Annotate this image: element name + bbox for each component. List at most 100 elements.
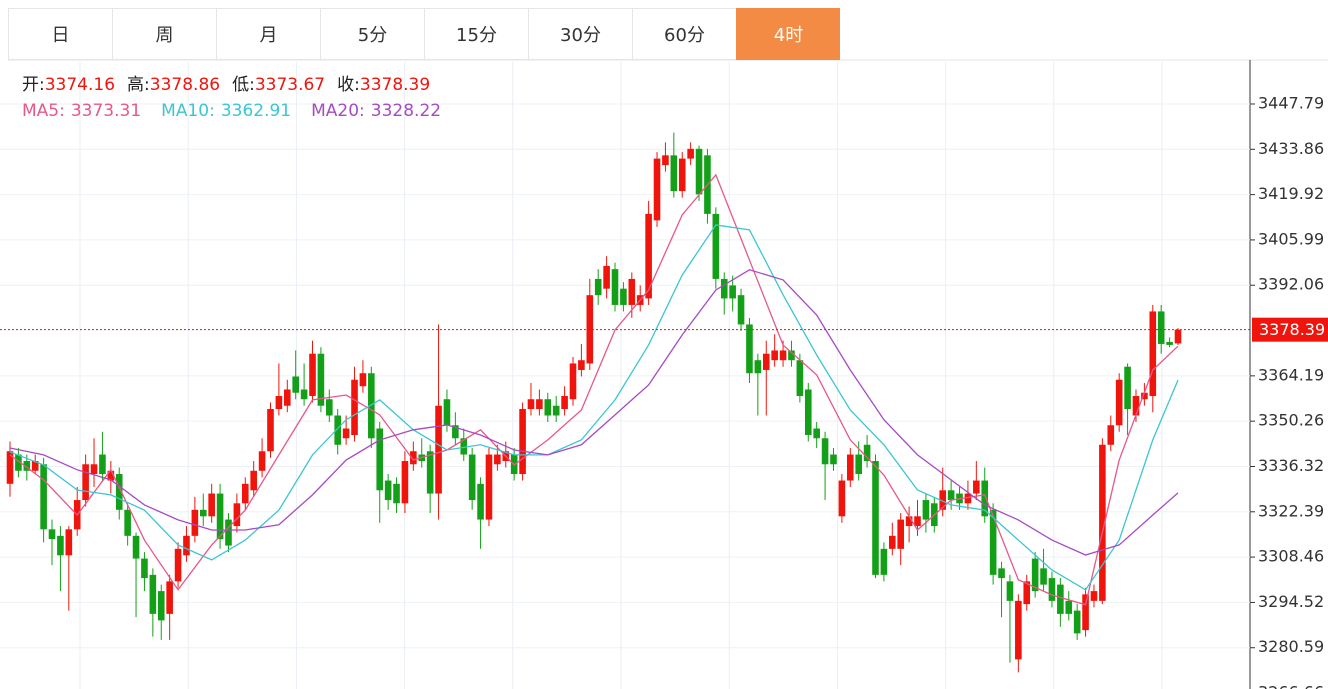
candle-body [334, 415, 342, 445]
ohlc-label: 高: [127, 75, 150, 95]
candle-body [1099, 444, 1106, 601]
period-tab[interactable]: 日 [8, 8, 112, 60]
period-tab[interactable]: 4时 [736, 8, 840, 60]
legend-name: MA10: [161, 101, 215, 121]
candle-body [678, 158, 686, 192]
period-tab[interactable]: 周 [112, 8, 216, 60]
candle-body [620, 288, 627, 305]
last-price-tag [1252, 317, 1328, 342]
candle-body [174, 548, 182, 582]
candle-body [569, 363, 577, 400]
ma-row: MA5: 3373.31 MA10: 3362.91 MA20: 3328.22 [22, 98, 461, 124]
candle-body [788, 350, 795, 361]
candle-body [283, 389, 291, 406]
candle-body [90, 464, 98, 475]
candle-body [149, 574, 157, 614]
candle-body [443, 399, 451, 426]
candle-body [225, 519, 232, 546]
ohlc-label: 收: [337, 75, 360, 95]
candle-body [426, 451, 434, 494]
candle-body [855, 454, 862, 475]
candle-body [65, 529, 73, 556]
candle-body [23, 461, 31, 471]
candle-body [989, 509, 997, 575]
info-panel: 开:3374.16 高:3378.86 低:3373.67 收:3378.39 MA5… [22, 72, 461, 124]
candle-body [48, 529, 56, 540]
candle-body [326, 399, 333, 416]
candle-body [594, 278, 602, 296]
candle-body [6, 451, 14, 484]
candle-body [846, 454, 854, 481]
candle-body [1040, 568, 1047, 585]
y-tick-label: 3350.26 [1258, 411, 1324, 430]
candle-body [905, 516, 913, 527]
period-tab[interactable]: 月 [216, 8, 320, 60]
candle-body [1132, 395, 1140, 416]
candle-body [435, 405, 442, 494]
candle-body [1048, 578, 1056, 601]
y-tick-label: 3280.59 [1258, 637, 1324, 656]
legend-value: 3362.91 [220, 101, 292, 121]
candle-body [57, 535, 64, 556]
y-tick-label: 3433.86 [1258, 139, 1324, 158]
candle-body [662, 155, 669, 166]
candle-body [762, 353, 770, 370]
candle-body [468, 454, 476, 501]
candle-body [1166, 342, 1173, 345]
candle-body [1141, 392, 1148, 400]
candle-body [292, 376, 299, 393]
ohlc-label: 开: [22, 75, 45, 95]
candle-body [687, 148, 694, 159]
period-tab[interactable]: 60分 [632, 8, 736, 60]
y-tick-label: 3266.66 [1258, 683, 1324, 689]
candle-body [275, 395, 283, 409]
candle-body [132, 535, 140, 559]
period-tab[interactable]: 15分 [424, 8, 528, 60]
ohlc-value: 3374.16 [44, 75, 116, 95]
candle-body [746, 324, 753, 374]
candle-body [872, 461, 879, 575]
candle-body [653, 158, 661, 221]
candle-body [863, 444, 871, 462]
ohlc-row: 开:3374.16 高:3378.86 低:3373.67 收:3378.39 [22, 72, 461, 98]
ma-line [9, 173, 1179, 606]
period-tab[interactable]: 5分 [320, 8, 424, 60]
candle-body [552, 405, 560, 416]
candle-body [115, 474, 123, 510]
candle-body [1023, 581, 1031, 605]
candle-body [460, 438, 468, 455]
candle-body [166, 581, 173, 614]
candle-body [351, 379, 358, 436]
candle-body [981, 480, 989, 517]
candle-body [342, 428, 350, 439]
candle-body [300, 389, 308, 400]
legend-name: MA5: [22, 101, 65, 121]
candle-body [1174, 329, 1182, 344]
candle-body [1031, 558, 1039, 592]
candle-body [208, 493, 215, 517]
candle-body [157, 591, 165, 621]
candle-body [645, 213, 652, 299]
y-tick-label: 3336.32 [1258, 456, 1324, 475]
candle-body [804, 389, 812, 436]
y-tick-label: 3419.92 [1258, 184, 1324, 203]
period-tab[interactable]: 30分 [528, 8, 632, 60]
candle-body [1015, 600, 1022, 660]
candle-body [1107, 425, 1115, 445]
candle-body [191, 509, 199, 536]
candle-body [1115, 379, 1123, 426]
candle-body [40, 464, 47, 530]
candle-body [519, 408, 526, 475]
candle-body [998, 568, 1005, 579]
candle-body [376, 428, 384, 491]
candle-body [494, 454, 501, 465]
candle-body [1157, 311, 1165, 344]
candle-body [1073, 610, 1081, 634]
y-tick-label: 3447.79 [1258, 93, 1324, 112]
candle-body [384, 480, 392, 501]
candle-body [578, 360, 585, 370]
ohlc-value: 3378.39 [359, 75, 431, 95]
candle-body [317, 353, 325, 406]
candle-body [628, 278, 636, 305]
candle-body [368, 373, 375, 439]
